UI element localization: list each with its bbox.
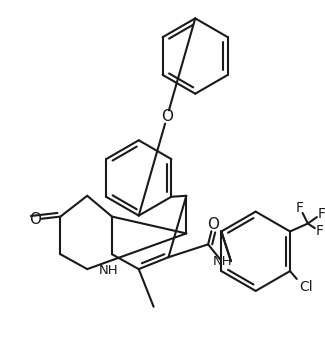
Text: F: F	[316, 224, 324, 238]
Text: Cl: Cl	[299, 280, 313, 294]
Text: O: O	[207, 217, 219, 232]
Text: O: O	[29, 212, 41, 227]
Text: F: F	[318, 207, 325, 221]
Text: O: O	[161, 109, 173, 124]
Text: NH: NH	[213, 255, 233, 268]
Text: F: F	[296, 201, 304, 215]
Text: NH: NH	[99, 264, 119, 277]
